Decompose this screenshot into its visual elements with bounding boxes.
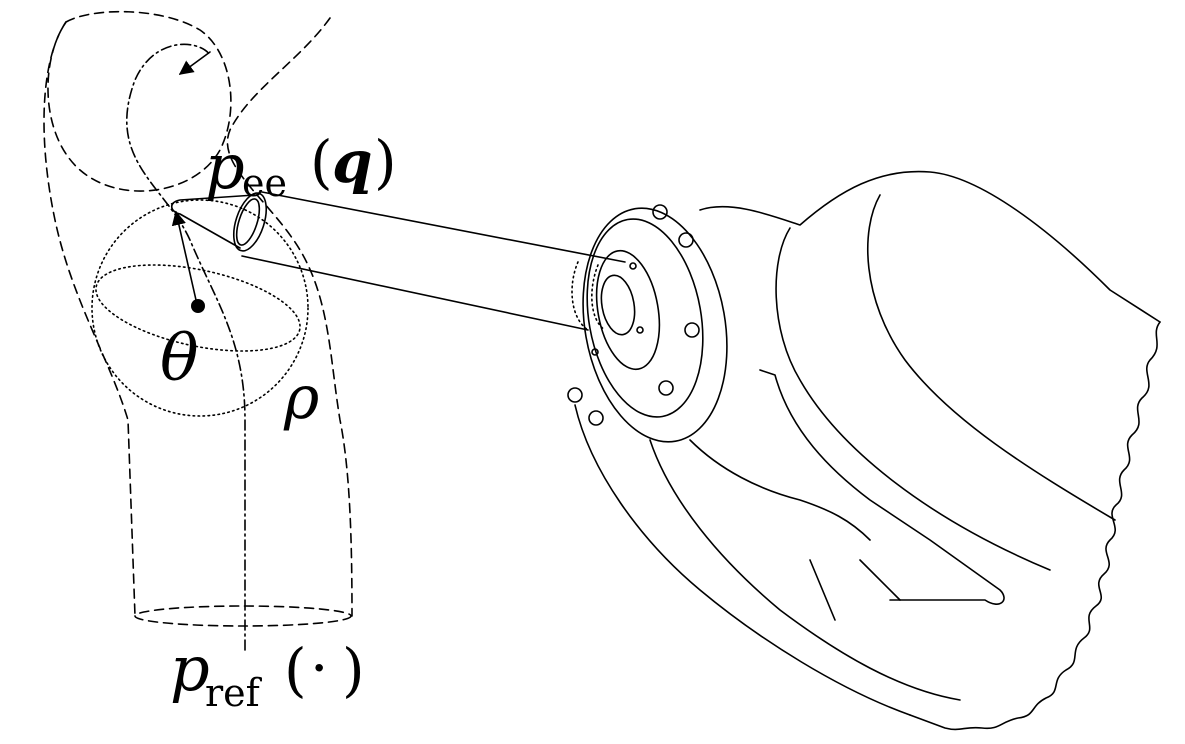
flange-outer [582, 207, 728, 443]
wrist-underside [689, 439, 871, 541]
label-ee-close-paren: ) [374, 128, 397, 196]
flange-small-hole [636, 326, 644, 334]
tool-cone [170, 194, 256, 249]
label-ref-close-paren: ) [342, 636, 365, 704]
sphere-center-point [191, 299, 205, 313]
wrist-inner-panel [759, 369, 1005, 605]
flange-small-hole [629, 262, 637, 270]
wrist-cut-edge-right [909, 321, 1161, 731]
wrist-upper-outline [699, 170, 1161, 323]
wrist-lower-outline [574, 404, 911, 716]
flange-face [586, 218, 704, 418]
reference-trajectory [126, 43, 246, 651]
tube-left-wall [43, 21, 136, 617]
wrist-lower-body [649, 439, 961, 701]
tool-cone-rim-inner [235, 198, 261, 246]
label-ref-symbol: p [170, 632, 210, 705]
label-theta: θ [160, 322, 199, 396]
label-ref-subscript: ref [205, 671, 263, 715]
flange-bolt [678, 232, 694, 248]
reference-tube [43, 10, 353, 627]
robot-wrist [574, 170, 1161, 731]
flange-bolt [658, 380, 674, 396]
label-rho: ρ [283, 363, 319, 433]
tool-shaft [241, 191, 626, 331]
wrist-inner-curve [867, 194, 1116, 521]
tube-bottom-ellipse [134, 605, 352, 627]
tool-tip [170, 192, 268, 252]
flange-bolt [684, 322, 700, 338]
flange-bolt [588, 410, 604, 426]
label-ee-open-paren: ( [310, 128, 333, 196]
label-ee-subscript: ee [242, 161, 287, 205]
flange-bolt [567, 387, 583, 403]
label-ref-open-paren: ( [284, 636, 307, 704]
label-ee-symbol: p [205, 130, 245, 203]
wrist-mid-curve [775, 227, 1051, 571]
flange-bolt [652, 204, 668, 220]
shaft-bottom-edge [241, 255, 589, 331]
robot-flange [567, 204, 728, 443]
label-end-effector: p ee ( q ) [205, 128, 397, 205]
wrist-slot [809, 559, 901, 621]
label-ee-argument: q [332, 128, 373, 196]
sphere-equator [95, 264, 301, 352]
tube-right-wall [226, 17, 353, 617]
flange-small-hole [591, 348, 599, 356]
sphere-outline [91, 199, 309, 417]
tool-cone-rim [232, 192, 268, 252]
shaft-top-edge [261, 191, 626, 263]
loop-direction-arrow [178, 51, 211, 75]
tube-top-loop [47, 10, 232, 192]
flange-hub [595, 249, 661, 371]
label-reference: p ref ( · ) [170, 632, 365, 715]
theta-direction-arrow [171, 210, 197, 301]
label-ref-argument: · [310, 634, 328, 702]
flange-bore [600, 274, 636, 336]
tolerance-sphere [91, 199, 309, 417]
